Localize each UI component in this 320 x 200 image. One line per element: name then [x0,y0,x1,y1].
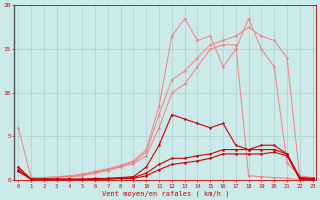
X-axis label: Vent moyen/en rafales ( km/h ): Vent moyen/en rafales ( km/h ) [102,190,229,197]
